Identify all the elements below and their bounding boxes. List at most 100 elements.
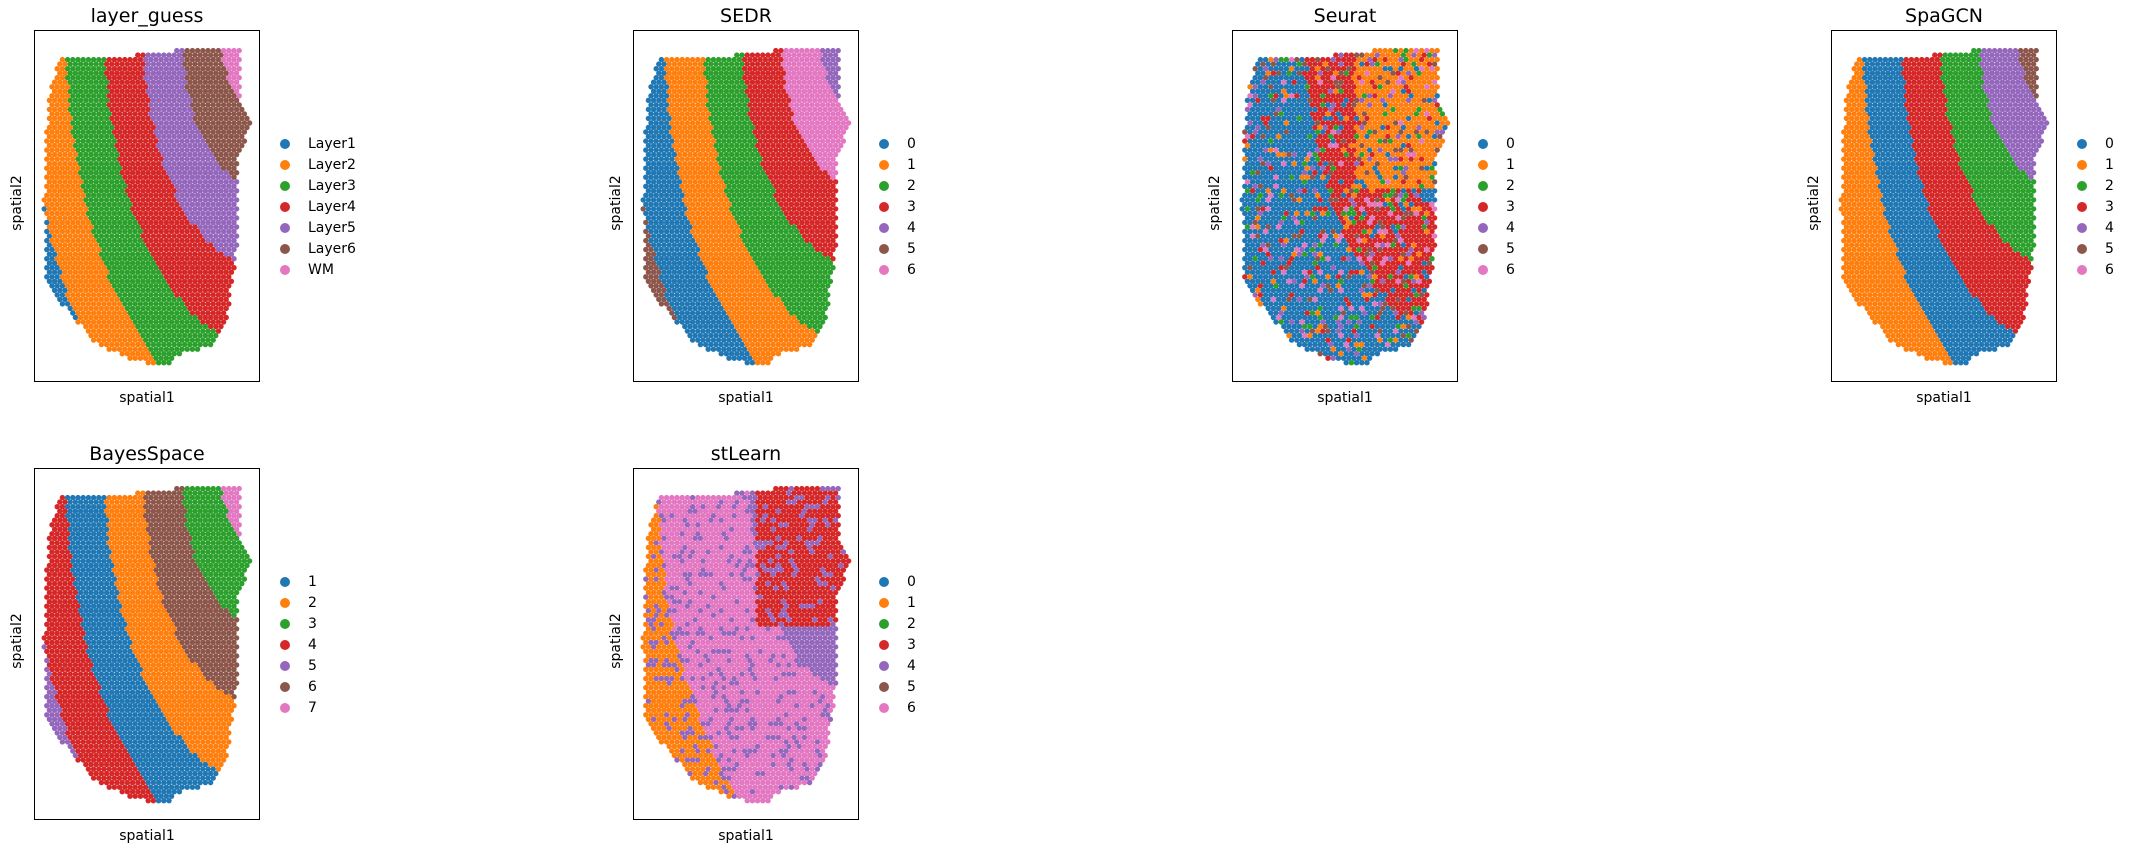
spot-point — [176, 323, 183, 330]
spot-point — [166, 106, 172, 113]
spot-point — [702, 305, 709, 312]
spot-point — [119, 161, 125, 167]
spot-point — [752, 174, 758, 180]
spot-point — [778, 47, 784, 54]
spot-point — [145, 151, 151, 158]
spot-point — [697, 142, 704, 149]
spot-point — [153, 310, 159, 316]
spot-point — [799, 256, 805, 262]
spot-point — [812, 188, 818, 194]
spot-point — [835, 56, 841, 63]
spot-point — [773, 147, 779, 153]
spot-point — [796, 206, 802, 212]
spot-point — [168, 283, 175, 289]
spot-point — [161, 215, 167, 221]
spot-point — [715, 147, 722, 153]
spot-point — [765, 79, 771, 85]
spot-point — [179, 102, 185, 108]
spot-point — [721, 256, 727, 262]
spot-point — [57, 151, 63, 158]
spot-point — [754, 106, 761, 113]
spot-point — [83, 170, 89, 176]
spot-point — [689, 192, 696, 198]
spot-point — [132, 228, 138, 235]
spot-point — [150, 251, 157, 257]
spot-point — [197, 124, 203, 131]
spot-point — [72, 97, 79, 104]
spot-point — [734, 323, 740, 330]
spot-point — [804, 228, 810, 235]
spot-point — [718, 251, 724, 257]
spot-point — [181, 124, 188, 131]
spot-point — [775, 115, 782, 122]
spot-point — [770, 70, 776, 76]
spot-point — [814, 138, 821, 144]
spot-point — [731, 328, 737, 334]
spot-point — [228, 206, 235, 212]
spot-point — [210, 56, 216, 63]
spot-point — [778, 102, 784, 108]
spot-point — [775, 124, 782, 131]
spot-point — [778, 93, 784, 99]
spot-point — [233, 52, 240, 58]
spot-point — [726, 237, 732, 244]
spot-point — [122, 310, 128, 316]
spot-point — [70, 183, 76, 189]
spot-point — [129, 305, 136, 312]
spot-point — [822, 151, 828, 158]
spot-point — [218, 269, 224, 275]
spot-point — [98, 161, 105, 167]
spot-point — [116, 319, 123, 325]
spot-point — [210, 219, 216, 226]
spot-point — [64, 246, 71, 253]
spot-point — [692, 260, 698, 266]
spot-point — [150, 296, 157, 303]
spot-point — [231, 256, 237, 262]
spot-point — [189, 283, 196, 289]
spot-point — [788, 147, 795, 153]
spot-point — [825, 75, 831, 81]
spot-point — [832, 233, 839, 239]
spot-point — [765, 269, 771, 275]
spot-point — [116, 56, 123, 63]
spot-point — [832, 206, 839, 212]
spot-point — [187, 88, 193, 94]
spot-point — [825, 56, 831, 63]
spot-point — [825, 219, 831, 226]
spot-point — [723, 242, 730, 248]
spot-point — [832, 188, 839, 194]
spot-point — [101, 120, 107, 126]
spot-point — [166, 215, 172, 221]
spot-point — [103, 133, 110, 140]
spot-point — [770, 151, 776, 158]
spot-point — [684, 228, 691, 235]
spot-point — [814, 283, 821, 289]
spot-point — [687, 332, 693, 339]
spot-point — [1421, 70, 1427, 76]
spot-point — [806, 142, 813, 149]
spot-point — [189, 174, 196, 180]
spot-point — [145, 305, 151, 312]
spot-point — [760, 305, 766, 312]
spot-point — [88, 215, 94, 221]
spot-point — [749, 206, 756, 212]
spot-point — [765, 197, 771, 203]
spot-point — [648, 102, 654, 108]
spot-point — [80, 256, 86, 262]
spot-point — [710, 138, 717, 144]
spot-point — [796, 170, 802, 176]
spot-point — [226, 292, 232, 298]
spot-point — [687, 170, 693, 176]
spot-point — [114, 151, 120, 158]
spot-point — [1288, 66, 1295, 72]
spot-point — [239, 106, 245, 113]
spot-point — [767, 228, 774, 235]
spot-point — [129, 133, 136, 140]
spot-point — [228, 260, 235, 266]
spot-point — [174, 219, 180, 226]
spot-point — [168, 301, 175, 307]
spot-point — [801, 97, 808, 104]
spot-point — [70, 265, 76, 271]
spot-point — [648, 156, 654, 162]
spot-point — [153, 328, 159, 334]
